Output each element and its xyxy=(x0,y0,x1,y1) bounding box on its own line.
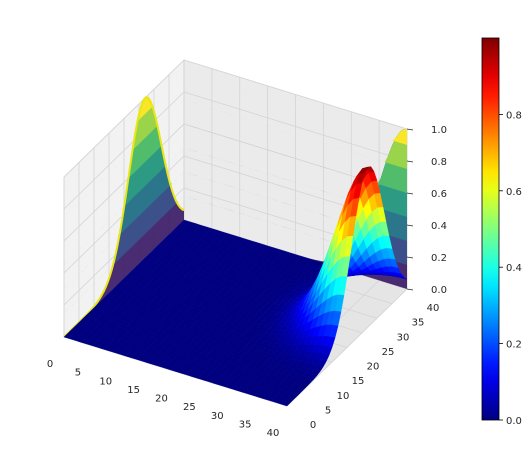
y-tick-label: 15 xyxy=(352,376,365,387)
x-tick-label: 40 xyxy=(267,428,280,439)
grid-back-z xyxy=(183,91,408,162)
z-tick-label: 0.4 xyxy=(431,221,447,232)
x-tick-label: 5 xyxy=(75,368,81,379)
x-tick-label: 15 xyxy=(127,385,140,396)
x-tick-label: 25 xyxy=(183,402,196,413)
z-tick-label: 0.2 xyxy=(431,253,447,264)
colorbar-tick-label: 0.4 xyxy=(506,263,522,274)
colorbar-tick-label: 0.0 xyxy=(506,416,522,427)
contour-projection-left-wall xyxy=(63,76,185,338)
colorbar-gradient xyxy=(481,37,500,421)
z-tick-mark xyxy=(406,288,414,291)
axis-ticks: 051015202530354005101520253035400.00.20.… xyxy=(47,125,447,439)
colorbar: 0.0 0.2 0.4 0.6 0.8 xyxy=(481,37,522,427)
y-tick-label: 20 xyxy=(367,362,380,373)
x-tick-label: 20 xyxy=(155,394,168,405)
x-tick-label: 10 xyxy=(99,376,112,387)
contour-band-back xyxy=(184,100,407,169)
contour-band-back xyxy=(184,76,407,145)
y-tick-label: 35 xyxy=(412,318,425,329)
surface-cell xyxy=(281,401,291,407)
x-tick-label: 0 xyxy=(47,359,53,370)
y-tick-label: 0 xyxy=(310,420,316,431)
colorbar-tick-label: 0.8 xyxy=(506,110,522,121)
z-tick-mark xyxy=(406,128,414,131)
y-tick-label: 25 xyxy=(382,347,395,358)
contour-band-left xyxy=(64,97,184,241)
z-tick-mark xyxy=(406,224,414,227)
contour-band-back xyxy=(184,129,407,217)
colorbar-tick-label: 0.6 xyxy=(506,187,522,198)
grid-back-z xyxy=(183,59,408,130)
contour-band-left xyxy=(64,76,184,193)
z-tick-label: 0.0 xyxy=(431,285,447,296)
contour-band-back xyxy=(184,124,407,193)
z-tick-mark xyxy=(406,192,414,195)
colorbar-tick-label: 0.2 xyxy=(506,340,522,351)
grid-left-z xyxy=(63,59,185,178)
y-tick-label: 5 xyxy=(325,405,331,416)
z-tick-label: 0.6 xyxy=(431,189,447,200)
z-tick-label: 1.0 xyxy=(431,125,447,136)
z-tick-label: 0.8 xyxy=(431,157,447,168)
grid-left-z xyxy=(63,91,185,210)
x-tick-label: 35 xyxy=(239,419,252,430)
surface-plot xyxy=(63,166,408,407)
y-tick-label: 30 xyxy=(397,332,410,343)
contour-band-left xyxy=(64,97,184,217)
x-tick-label: 30 xyxy=(211,411,224,422)
y-tick-label: 10 xyxy=(337,391,350,402)
z-tick-mark xyxy=(406,160,414,163)
y-tick-label: 40 xyxy=(427,303,440,314)
z-tick-mark xyxy=(406,256,414,259)
